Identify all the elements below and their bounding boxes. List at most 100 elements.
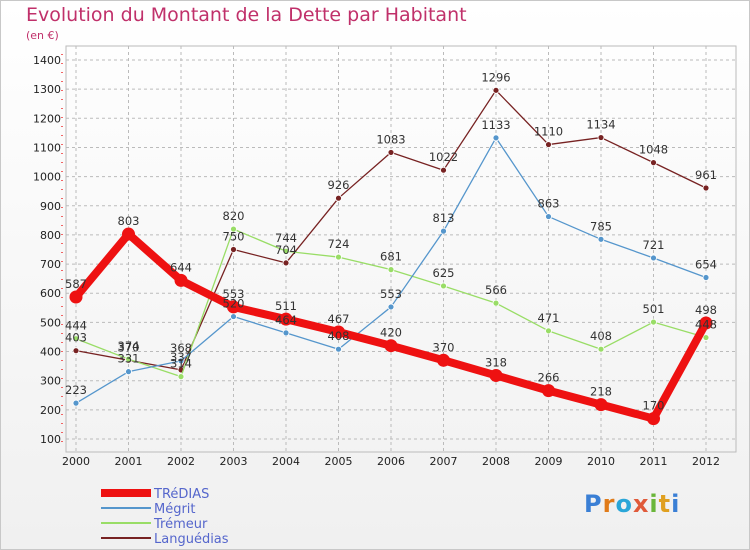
data-label: 408 [328, 329, 350, 343]
data-label: 368 [170, 341, 192, 355]
data-point [332, 325, 345, 339]
data-point [282, 247, 290, 255]
data-label: 318 [485, 355, 507, 369]
y-tick-label: 400 [40, 346, 61, 359]
data-label: 961 [695, 168, 717, 182]
data-label: 331 [118, 352, 140, 366]
y-tick-label: 1000 [33, 171, 61, 184]
data-point [647, 412, 660, 426]
data-point [597, 134, 605, 141]
data-point [387, 266, 395, 274]
data-label: 467 [328, 312, 350, 326]
data-point [227, 300, 240, 314]
y-tick-label: 700 [40, 258, 61, 271]
x-tick-label: 2002 [167, 455, 195, 468]
y-tick-label: 900 [40, 200, 61, 213]
data-point [492, 86, 500, 94]
chart-subtitle: (en €) [26, 29, 59, 42]
data-label: 553 [223, 287, 245, 301]
data-label: 820 [223, 209, 245, 223]
data-point [702, 184, 710, 192]
data-point [230, 313, 237, 320]
x-tick-label: 2003 [220, 455, 248, 468]
data-label: 403 [65, 331, 87, 345]
data-label: 813 [433, 211, 455, 225]
data-label: 520 [223, 297, 245, 311]
data-label: 314 [170, 357, 192, 371]
x-tick-label: 2005 [325, 455, 353, 468]
data-point [72, 335, 80, 343]
series-group [69, 86, 713, 426]
data-point [282, 329, 290, 337]
data-label: 1048 [639, 143, 668, 157]
data-label: 223 [65, 383, 87, 397]
data-label: 625 [433, 266, 455, 280]
y-tick-label: 500 [40, 316, 61, 329]
data-point [440, 166, 447, 174]
data-point [437, 353, 450, 367]
data-point [492, 134, 500, 142]
logo-letter: o [615, 490, 633, 518]
data-point [177, 373, 185, 381]
data-label: 498 [695, 303, 717, 317]
y-tick-label: 1200 [33, 112, 61, 125]
x-tick-label: 2004 [272, 455, 300, 468]
data-point [387, 303, 395, 311]
data-label: 1110 [534, 125, 563, 139]
y-tick-label: 800 [40, 229, 61, 242]
data-label: 644 [170, 260, 192, 274]
data-label: 1133 [481, 118, 510, 132]
data-point [384, 339, 398, 353]
data-label: 654 [695, 257, 717, 271]
x-tick-label: 2000 [62, 455, 90, 468]
logo-letter: P [584, 490, 603, 518]
data-point [230, 225, 237, 233]
data-label: 464 [275, 313, 297, 327]
data-point [702, 334, 710, 341]
proxiti-logo: Proxiti [584, 490, 680, 518]
data-point [699, 316, 713, 330]
data-label: 266 [538, 371, 560, 385]
data-label: 471 [538, 311, 560, 325]
data-label: 553 [380, 287, 402, 301]
data-label: 750 [223, 230, 245, 244]
data-label: 370 [118, 340, 140, 354]
y-tick-label: 1300 [33, 83, 61, 96]
data-label: 926 [328, 178, 350, 192]
data-point [69, 290, 83, 304]
data-point [387, 149, 395, 156]
data-label: 566 [485, 283, 507, 297]
y-tick-label: 1400 [33, 54, 61, 67]
legend-label: Languédias [154, 532, 229, 547]
data-point [230, 246, 237, 253]
y-tick-label: 300 [40, 375, 61, 388]
data-point [122, 227, 135, 241]
data-label: 444 [65, 319, 87, 333]
data-label: 420 [380, 326, 402, 340]
data-label: 863 [538, 197, 560, 211]
data-label: 1022 [429, 150, 458, 164]
data-point [125, 355, 132, 363]
legend-label: Mégrit [154, 502, 196, 517]
data-point [440, 282, 447, 290]
data-label: 501 [643, 302, 665, 316]
data-label: 803 [118, 214, 140, 228]
x-tick-label: 2006 [377, 455, 405, 468]
data-point [545, 141, 552, 148]
data-point [72, 399, 80, 407]
y-tick-label: 100 [40, 433, 61, 446]
y-tick-label: 600 [40, 287, 61, 300]
data-point [702, 274, 710, 281]
legend-label: Trémeur [153, 517, 208, 532]
data-label: 1083 [376, 132, 405, 146]
data-point [594, 398, 608, 412]
data-point [545, 213, 552, 220]
data-point [492, 299, 500, 307]
logo-letter: r [602, 490, 616, 518]
logo-letter: x [632, 490, 650, 518]
data-label: 721 [643, 238, 665, 252]
x-tick-label: 2011 [640, 455, 668, 468]
logo-letter: i [649, 490, 659, 518]
